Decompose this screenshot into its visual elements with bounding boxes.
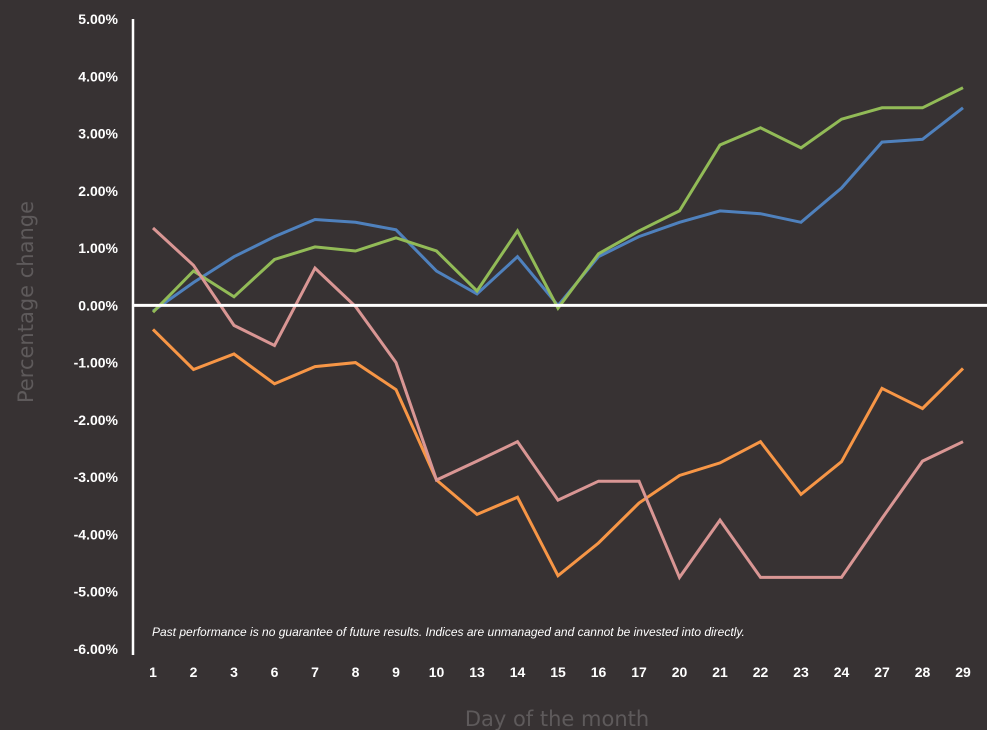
x-tick-label: 27 [874,664,890,680]
x-axis-title: Day of the month [465,707,649,730]
series-lines [151,86,965,581]
x-tick-label: 28 [915,664,931,680]
y-tick-label: 1.00% [78,240,118,256]
x-tick-labels: 1 2 3 6 7 8 9 10 13 14 15 16 17 20 21 22 23 24 27 28 29 [149,664,971,680]
x-tick-label: 3 [230,664,238,680]
x-tick-label: 10 [429,664,445,680]
series-line-3 [151,328,965,579]
x-tick-label: 8 [352,664,360,680]
y-tick-label: 3.00% [78,126,118,142]
y-tick-label: -1.00% [74,355,119,371]
disclaimer-note: Past performance is no guarantee of futu… [152,625,745,639]
y-tick-label: 4.00% [78,68,118,84]
x-tick-label: 15 [550,664,566,680]
x-tick-label: 20 [672,664,688,680]
x-tick-label: 9 [392,664,400,680]
x-tick-label: 24 [834,664,850,680]
y-tick-label: 0.00% [78,297,118,313]
y-tick-label: -6.00% [74,641,119,657]
series-line-4 [151,226,964,581]
x-tick-label: 17 [631,664,647,680]
x-tick-label: 29 [955,664,971,680]
y-tick-label: -4.00% [74,526,119,542]
y-tick-label: -2.00% [74,412,119,428]
x-tick-label: 16 [591,664,607,680]
x-tick-label: 2 [190,664,198,680]
x-tick-label: 1 [149,664,157,680]
x-tick-label: 14 [510,664,526,680]
y-tick-label: -5.00% [74,584,119,600]
y-tick-labels: 5.00% 4.00% 3.00% 2.00% 1.00% 0.00% -1.00% -2.0… [74,11,119,657]
x-tick-label: 22 [753,664,769,680]
y-tick-label: -3.00% [74,469,119,485]
x-tick-label: 6 [271,664,279,680]
series-line-1 [152,106,964,313]
x-tick-label: 21 [712,664,728,680]
y-tick-label: 5.00% [78,11,118,27]
x-tick-label: 7 [311,664,319,680]
x-tick-label: 23 [793,664,809,680]
x-tick-label: 13 [469,664,485,680]
y-axis-title: Percentage change [14,201,38,403]
y-tick-label: 2.00% [78,183,118,199]
series-line-2 [151,86,964,314]
